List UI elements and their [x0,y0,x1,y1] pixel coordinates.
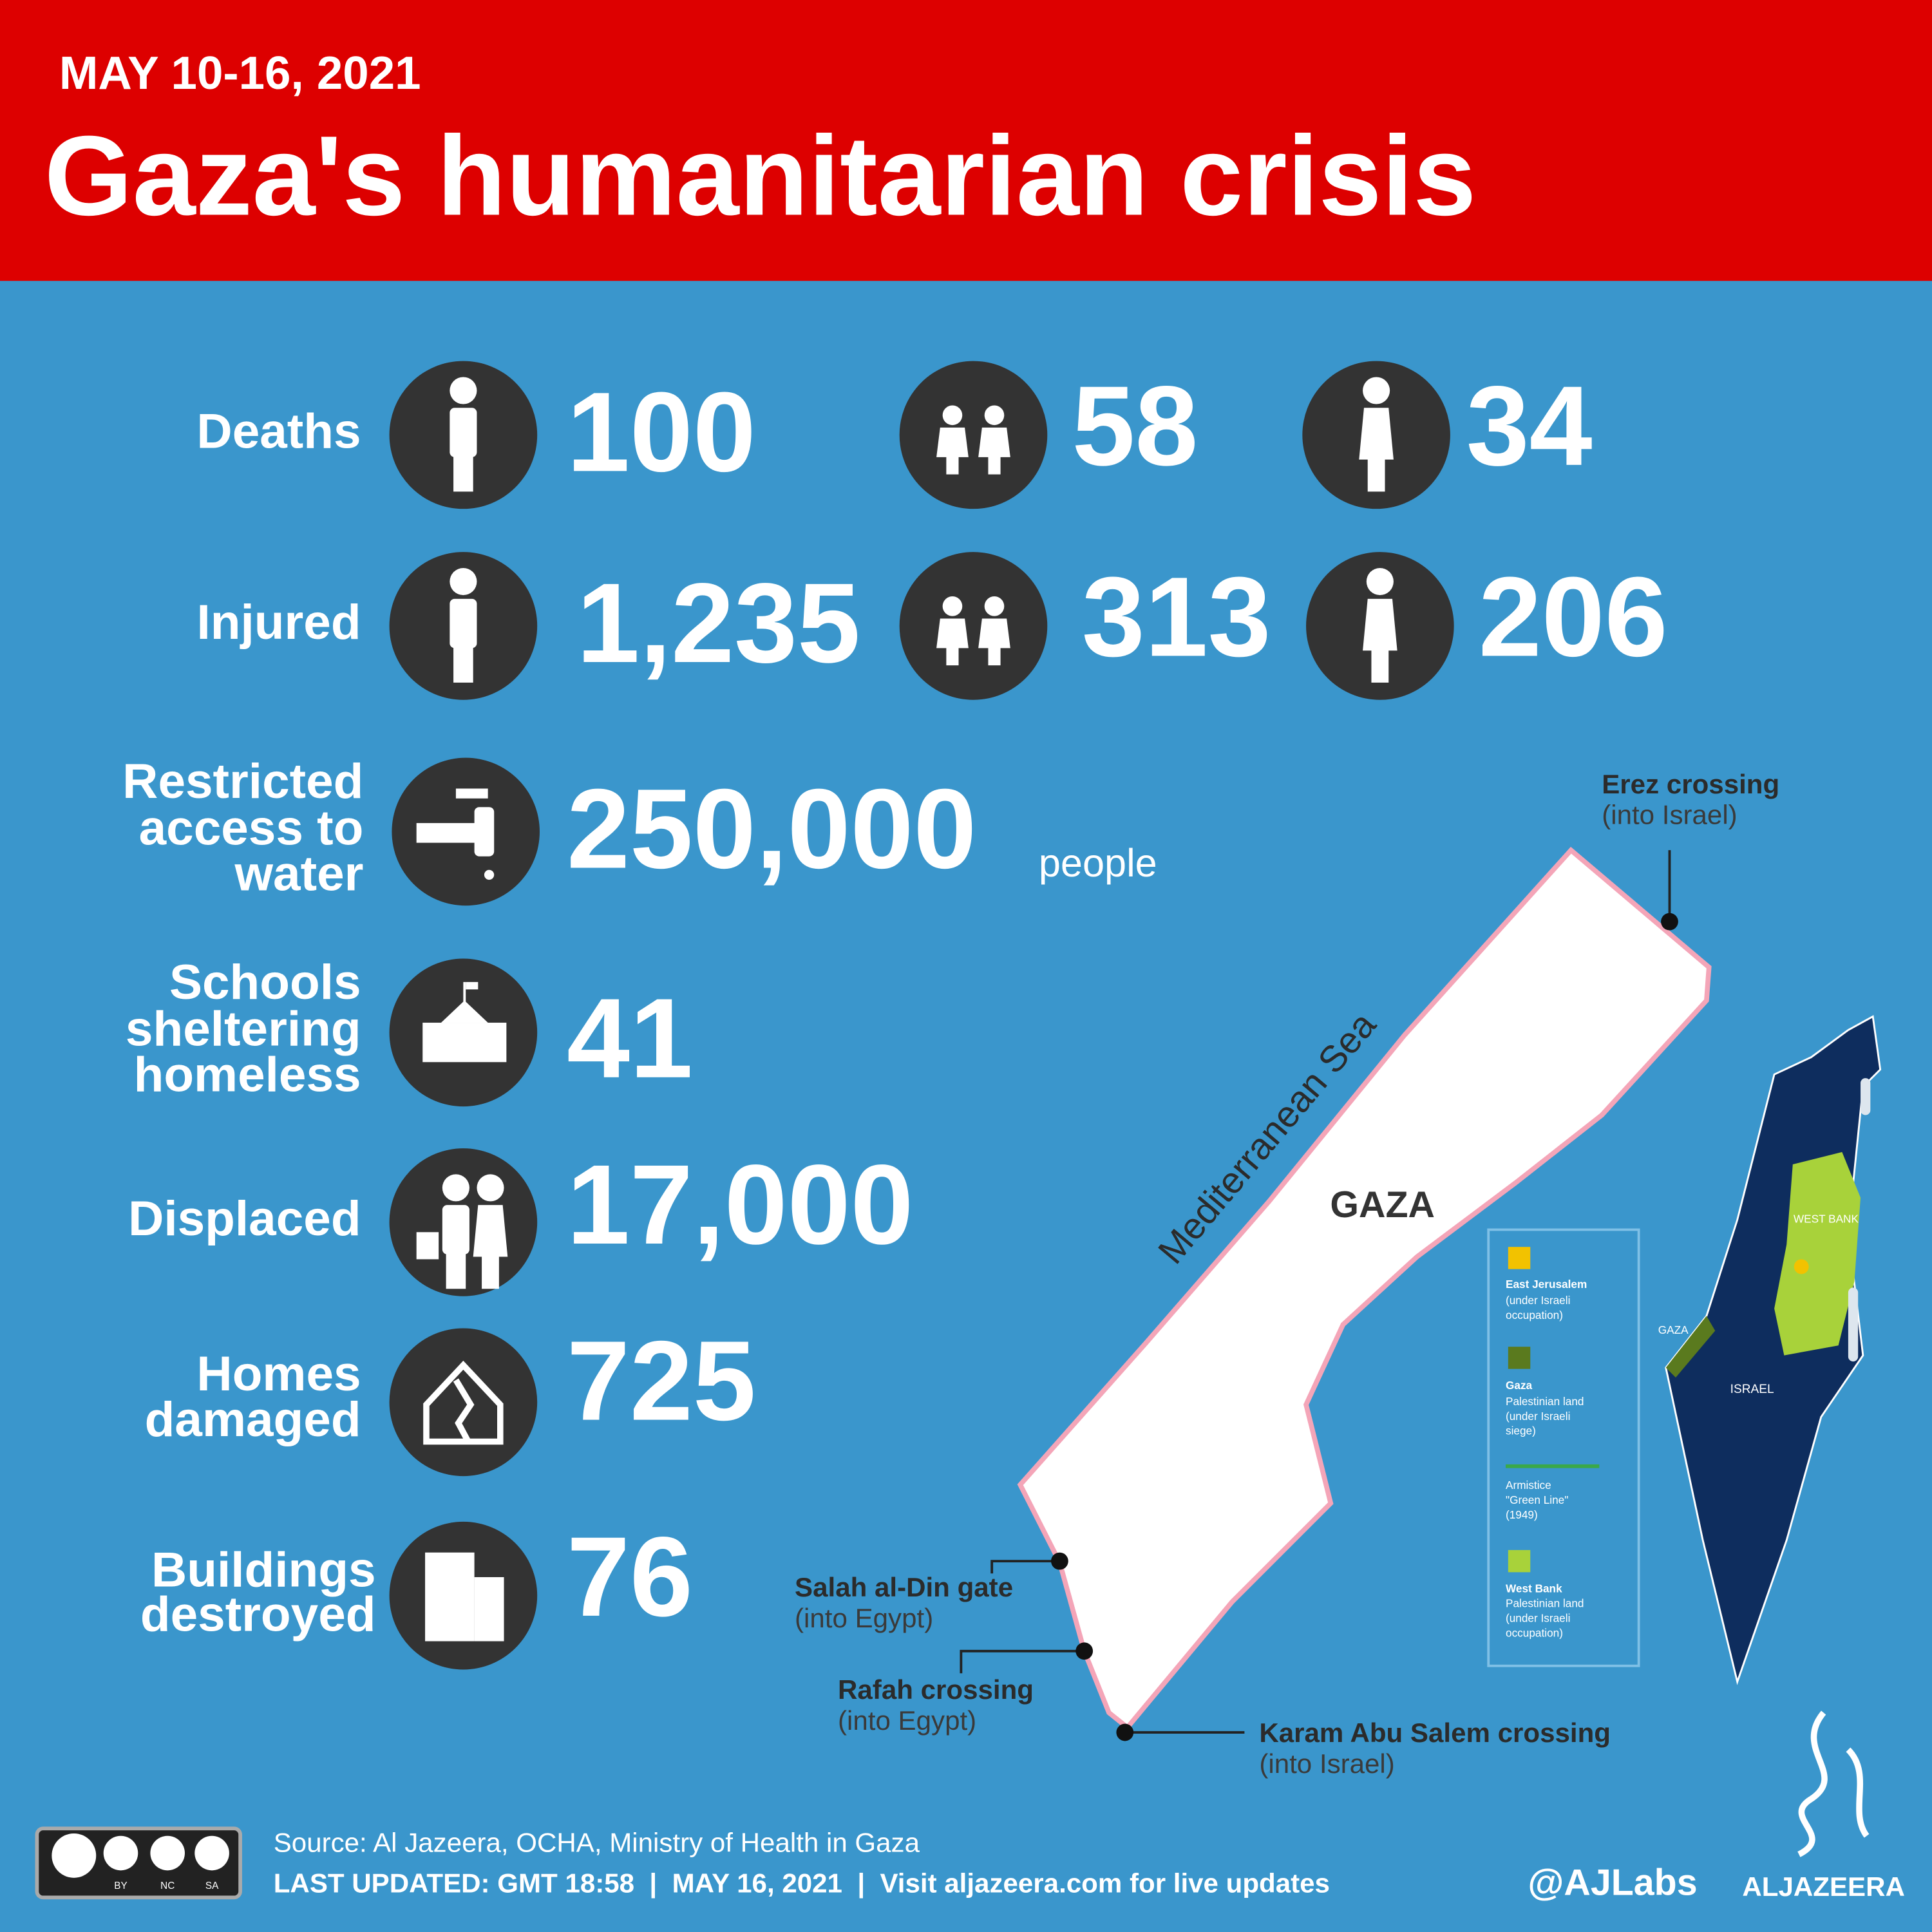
legend-text: occupation) [1506,1309,1563,1321]
legend-text: siege) [1506,1425,1536,1437]
tap-icon [416,788,495,880]
stat-value: 34 [1466,363,1593,489]
legend-box [1487,1228,1640,1667]
stat-value: 206 [1479,554,1668,680]
date: MAY 10-16, 2021 [59,47,421,99]
man-icon [450,568,477,683]
stat-label: water [234,846,364,901]
stat-label: homeless [134,1047,361,1102]
crossing-note: (into Israel) [1259,1748,1394,1779]
cc-circle [103,1835,138,1871]
crossing-name: Erez crossing [1602,769,1779,799]
icons [389,361,1454,1670]
legend-swatch [1508,1247,1531,1269]
stat-label: access to [139,801,364,856]
title: Gaza's humanitarian crisis [44,113,1476,239]
license: SA [205,1880,219,1891]
legend-swatch [1508,1549,1531,1573]
region-label: GAZA [1330,1184,1435,1226]
stat-label: Schools [169,955,361,1010]
leader-lines [960,850,1671,1734]
icon-circle [899,552,1048,700]
crossing-dots [1051,913,1678,1741]
stat-label: Displaced [128,1191,361,1246]
stat-value: 725 [567,1318,756,1444]
header-band [0,0,1932,281]
stat-value: 1,235 [576,560,860,687]
stat-value: 76 [567,1514,693,1640]
inset-label: WEST BANK [1794,1213,1859,1226]
stat-label: Deaths [196,404,361,459]
crossing-name: Rafah crossing [838,1674,1034,1705]
family-icon [416,1174,508,1289]
school-icon [422,981,507,1063]
legend-text: (under Israeli [1506,1612,1570,1625]
stat-label: destroyed [140,1587,376,1642]
gaza-shape [1017,846,1712,1731]
legend-text: occupation) [1506,1627,1563,1640]
man-icon [450,377,477,492]
legend-title: West Bank [1506,1582,1562,1595]
updated: LAST UPDATED: GMT 18:58 | MAY 16, 2021 |… [274,1868,1330,1899]
crossing-note: (into Egypt) [795,1603,933,1633]
handle: @AJLabs [1528,1862,1697,1903]
source: Source: Al Jazeera, OCHA, Ministry of He… [274,1827,920,1857]
legend-text: Palestinian land [1506,1395,1584,1408]
stat-unit: people [1039,841,1157,885]
stat-label: Injured [197,595,361,650]
stat-label: Homes [196,1347,361,1401]
inset-label: GAZA [1658,1323,1689,1336]
stats: Deaths 100 58 34 Injured 1,235 313 206 R… [122,363,1667,1642]
legend-title: Armistice [1506,1479,1551,1492]
stat-value: 58 [1072,363,1198,489]
stat-label: Buildings [151,1542,376,1597]
stat-value: 313 [1082,554,1271,680]
cc-circle [52,1833,97,1878]
legend-text: "Green Line" [1506,1493,1568,1506]
gaza-map: Mediterranean Sea GAZA Erez crossing (in… [795,769,1779,1779]
stat-value: 100 [567,369,756,495]
legend-text: (under Israeli [1506,1410,1570,1423]
crossing-name: Karam Abu Salem crossing [1259,1718,1611,1748]
legend-text: (1949) [1506,1508,1538,1521]
inset-label: ISRAEL [1730,1383,1774,1396]
crossing-note: (into Israel) [1602,800,1737,830]
stat-value: 250,000 [567,766,976,893]
license: NC [160,1880,175,1891]
icon-circle [389,1328,538,1477]
license: BY [114,1880,127,1891]
footer: BY NC SA Source: Al Jazeera, OCHA, Minis… [35,1710,1905,1903]
crossing-name: Salah al-Din gate [795,1572,1013,1602]
house-icon [423,1360,504,1445]
stat-label: Restricted [122,754,363,809]
building-icon [425,1552,504,1642]
stat-label: sheltering [126,1002,361,1057]
legend-text: (under Israeli [1506,1294,1570,1307]
aj-logo [1797,1710,1870,1857]
brand: ALJAZEERA [1742,1871,1905,1902]
inset-map: WEST BANK GAZA ISRAEL [1658,1015,1882,1685]
legend-text: Palestinian land [1506,1597,1584,1610]
icon-circle [899,361,1048,509]
legend-title: East Jerusalem [1506,1278,1587,1291]
legend: East Jerusalem (under Israeli occupation… [1487,1228,1640,1667]
stat-value: 17,000 [567,1142,913,1268]
cc-circle [150,1835,185,1871]
stat-value: 41 [567,976,693,1102]
legend-title: Gaza [1506,1379,1533,1392]
stat-label: damaged [145,1392,361,1447]
legend-swatch [1508,1347,1531,1369]
cc-circle [194,1835,229,1871]
crossing-note: (into Egypt) [838,1705,976,1736]
